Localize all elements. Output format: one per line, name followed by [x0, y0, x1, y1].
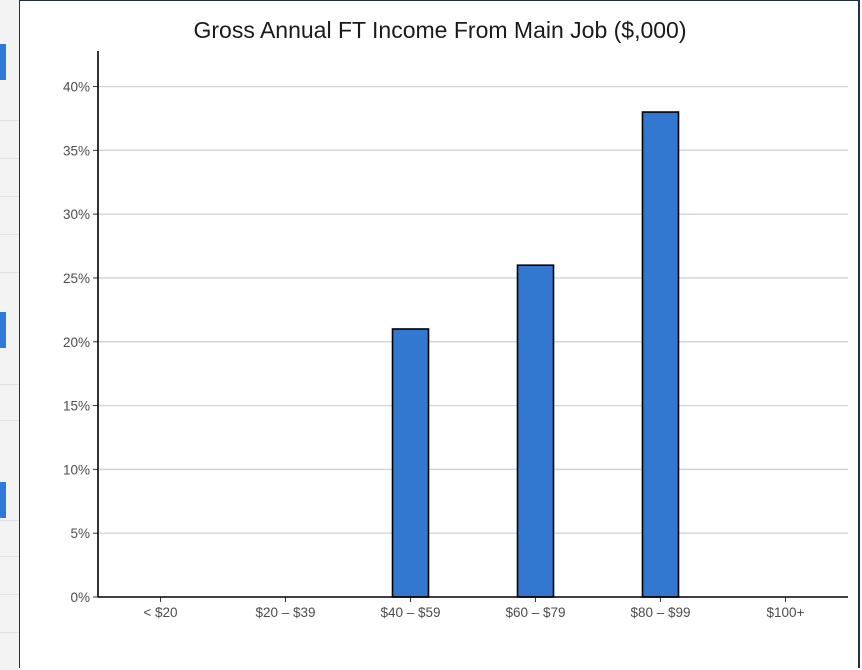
- y-tick-label: 30%: [63, 207, 90, 222]
- x-tick-label: $100+: [767, 605, 805, 620]
- y-tick-label: 10%: [63, 462, 90, 477]
- bar: [391, 328, 430, 598]
- y-tick-label: 0%: [70, 590, 90, 605]
- bar: [641, 111, 680, 598]
- sidebar-row-divider: [0, 158, 19, 159]
- y-tick-label: 5%: [70, 526, 90, 541]
- x-tick-label: $20 – $39: [255, 605, 315, 620]
- chart-panel: Gross Annual FT Income From Main Job ($,…: [19, 0, 860, 668]
- sidebar-row-divider: [0, 632, 19, 633]
- x-tick-label: $60 – $79: [505, 605, 565, 620]
- x-tick-label: $80 – $99: [630, 605, 690, 620]
- x-tick-labels: < $20 $20 – $39 $40 – $59 $60 – $79 $80 – $9…: [143, 605, 804, 620]
- axes: [93, 51, 848, 602]
- x-tick-label: < $20: [143, 605, 177, 620]
- chart-title: Gross Annual FT Income From Main Job ($,…: [194, 17, 687, 43]
- chart: Gross Annual FT Income From Main Job ($,…: [63, 17, 848, 620]
- sidebar-active-marker: [0, 44, 6, 80]
- y-tick-label: 35%: [63, 143, 90, 158]
- sidebar-row-divider: [0, 556, 19, 557]
- sidebar-active-marker: [0, 312, 6, 348]
- y-tick-label: 40%: [63, 80, 90, 95]
- sidebar-row-divider: [0, 594, 19, 595]
- x-tick-label: $40 – $59: [380, 605, 440, 620]
- sidebar-active-marker: [0, 482, 6, 518]
- sidebar-row-divider: [0, 420, 19, 421]
- bar: [516, 264, 555, 598]
- bars: [391, 111, 680, 598]
- sidebar-row-divider: [0, 196, 19, 197]
- sidebar-strip: [0, 0, 19, 670]
- y-tick-label: 25%: [63, 271, 90, 286]
- sidebar-row-divider: [0, 272, 19, 273]
- sidebar-row-divider: [0, 234, 19, 235]
- sidebar-row-divider: [0, 384, 19, 385]
- y-tick-label: 20%: [63, 335, 90, 350]
- y-tick-labels: 0% 5% 10% 15% 20% 25% 30% 35% 40%: [63, 80, 90, 605]
- sidebar-row-divider: [0, 520, 19, 521]
- grid-lines: [98, 85, 848, 534]
- y-tick-label: 15%: [63, 399, 90, 414]
- sidebar-row-divider: [0, 120, 19, 121]
